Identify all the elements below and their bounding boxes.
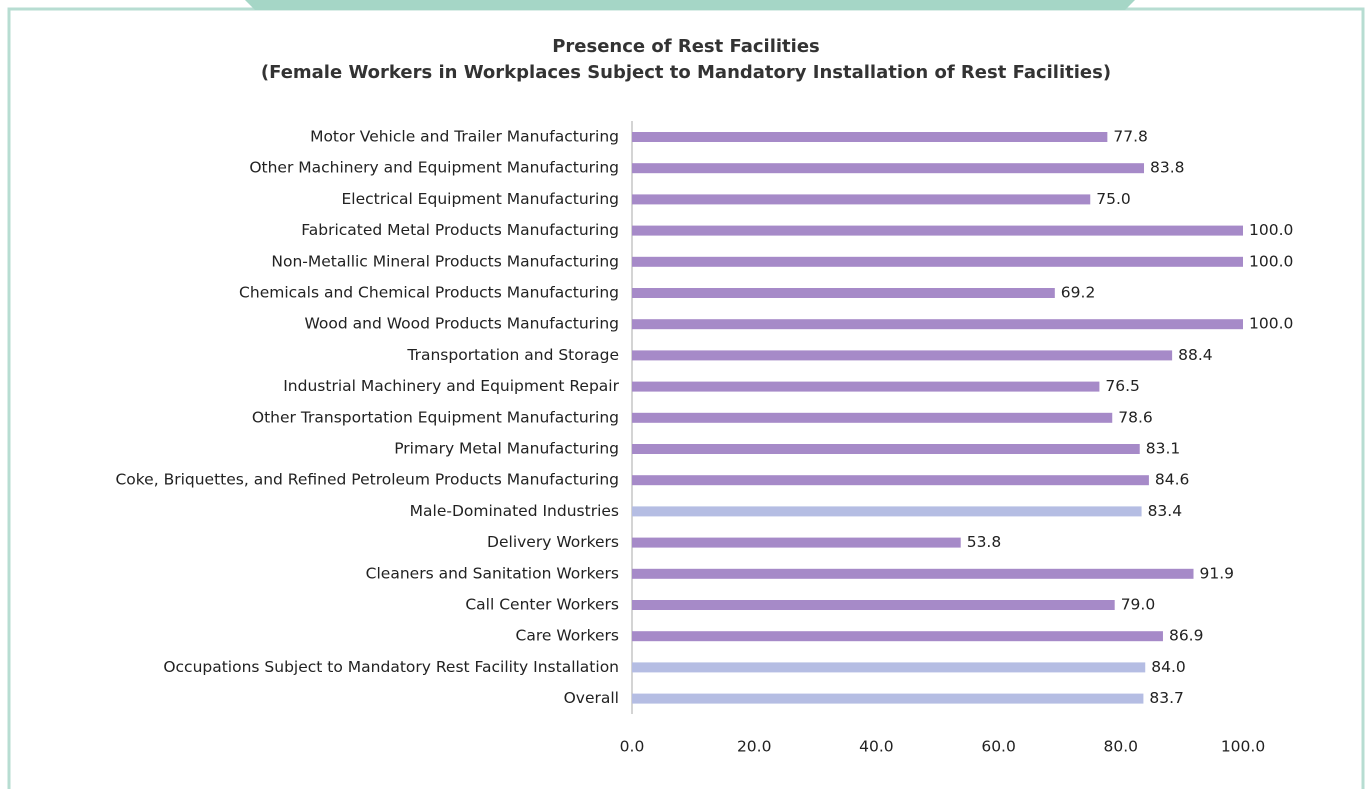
- value-label: 83.1: [1146, 440, 1181, 458]
- x-tick-label: 40.0: [859, 738, 894, 756]
- bar: [632, 631, 1163, 642]
- bar: [632, 350, 1173, 361]
- bar: [632, 600, 1115, 610]
- category-label: Occupations Subject to Mandatory Rest Fa…: [163, 658, 619, 676]
- category-label: Care Workers: [516, 627, 620, 645]
- bar: [632, 319, 1243, 330]
- value-label: 100.0: [1249, 221, 1293, 239]
- category-label: Chemicals and Chemical Products Manufact…: [239, 284, 619, 302]
- category-label: Other Machinery and Equipment Manufactur…: [249, 159, 619, 177]
- bar: [632, 537, 961, 548]
- category-label: Primary Metal Manufacturing: [394, 440, 619, 458]
- category-label: Male-Dominated Industries: [410, 502, 619, 520]
- x-tick-label: 80.0: [1104, 738, 1139, 756]
- value-label: 83.7: [1149, 689, 1184, 707]
- category-label: Wood and Wood Products Manufacturing: [305, 315, 619, 333]
- bar: [632, 194, 1091, 205]
- bar: [632, 662, 1146, 673]
- value-label: 78.6: [1118, 408, 1153, 426]
- x-tick-label: 60.0: [981, 738, 1016, 756]
- category-label: Electrical Equipment Manufacturing: [342, 190, 619, 208]
- bar: [632, 506, 1142, 517]
- chart-subtitle: (Female Workers in Workplaces Subject to…: [261, 62, 1111, 83]
- bar: [632, 568, 1194, 579]
- category-label: Industrial Machinery and Equipment Repai…: [283, 377, 619, 395]
- bar: [632, 256, 1243, 267]
- value-label: 100.0: [1249, 252, 1293, 270]
- x-tick-label: 20.0: [737, 738, 772, 756]
- value-label: 69.2: [1061, 284, 1096, 302]
- value-label: 100.0: [1249, 315, 1293, 333]
- value-label: 83.8: [1150, 159, 1185, 177]
- category-label: Coke, Briquettes, and Refined Petroleum …: [115, 471, 619, 489]
- x-tick-label: 0.0: [620, 738, 645, 756]
- value-label: 53.8: [967, 533, 1002, 551]
- category-label: Delivery Workers: [487, 533, 619, 551]
- value-label: 84.6: [1155, 471, 1190, 489]
- value-label: 79.0: [1121, 596, 1156, 614]
- value-label: 88.4: [1178, 346, 1213, 364]
- tab: [245, 0, 1135, 10]
- bar: [632, 381, 1100, 392]
- chart-title: Presence of Rest Facilities: [552, 36, 820, 57]
- category-label: Fabricated Metal Products Manufacturing: [301, 221, 619, 239]
- bar: [632, 288, 1055, 298]
- bar: [632, 444, 1140, 454]
- category-label: Cleaners and Sanitation Workers: [366, 564, 619, 582]
- category-label: Transportation and Storage: [406, 346, 619, 364]
- value-label: 76.5: [1105, 377, 1140, 395]
- category-label: Overall: [564, 689, 619, 707]
- bar: [632, 475, 1149, 486]
- category-label: Non-Metallic Mineral Products Manufactur…: [271, 252, 619, 270]
- category-label: Motor Vehicle and Trailer Manufacturing: [310, 128, 619, 146]
- bar: [632, 163, 1145, 174]
- value-label: 75.0: [1096, 190, 1131, 208]
- bar: [632, 132, 1108, 142]
- value-label: 91.9: [1200, 564, 1235, 582]
- value-label: 86.9: [1169, 627, 1204, 645]
- bar: [632, 412, 1113, 423]
- value-label: 84.0: [1151, 658, 1186, 676]
- value-label: 77.8: [1113, 128, 1148, 146]
- category-label: Other Transportation Equipment Manufactu…: [252, 408, 619, 426]
- bar: [632, 693, 1144, 704]
- bar: [632, 225, 1243, 236]
- category-label: Call Center Workers: [465, 596, 619, 614]
- value-label: 83.4: [1148, 502, 1183, 520]
- x-tick-label: 100.0: [1221, 738, 1265, 756]
